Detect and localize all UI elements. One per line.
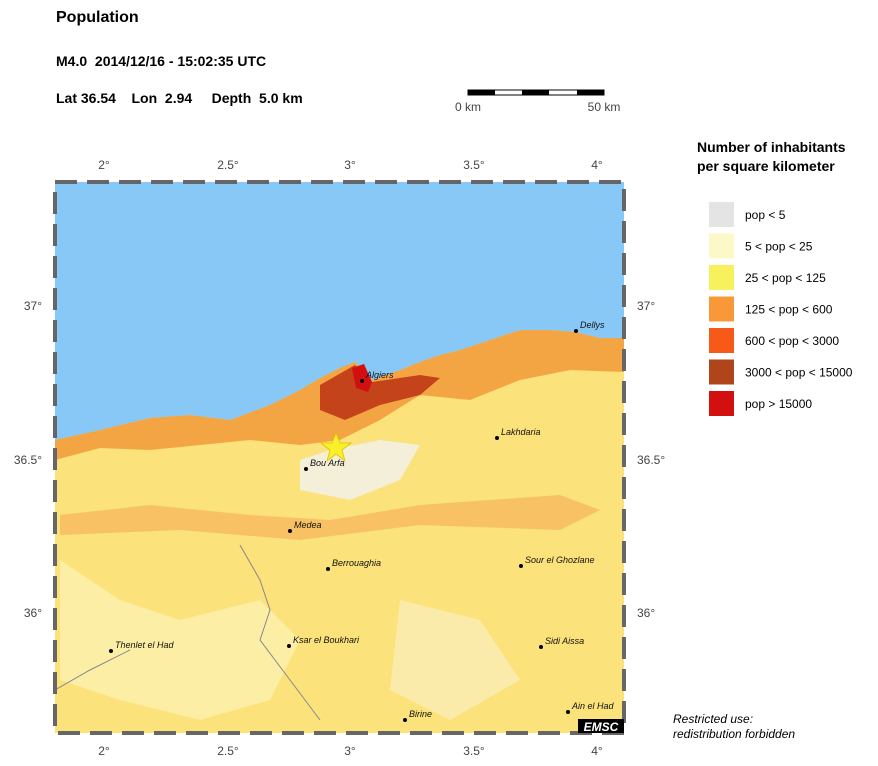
city-label: Ksar el Boukhari bbox=[293, 635, 360, 645]
lon-tick-label: 3° bbox=[344, 744, 356, 758]
legend-swatch bbox=[709, 391, 734, 416]
city-dot bbox=[109, 649, 113, 653]
legend-swatch bbox=[709, 296, 734, 322]
logo-box bbox=[578, 719, 624, 733]
legend-label: pop < 5 bbox=[745, 208, 786, 222]
city-dot bbox=[403, 718, 407, 722]
city-dot bbox=[326, 567, 330, 571]
legend-swatch bbox=[709, 328, 734, 353]
city-label: Ain el Had bbox=[571, 701, 615, 711]
map-frame bbox=[53, 180, 626, 735]
city-label: Thenlet el Had bbox=[115, 640, 175, 650]
note: redistribution forbidden bbox=[673, 727, 795, 741]
city-label: Medea bbox=[294, 520, 322, 530]
legend-swatch bbox=[709, 233, 734, 259]
lat-tick-label: 37° bbox=[637, 299, 655, 313]
location: Lat 36.54 Lon 2.94 Depth 5.0 km bbox=[56, 90, 303, 106]
lon-tick-label: 3° bbox=[344, 158, 356, 172]
legend-swatch bbox=[709, 359, 734, 385]
legend-title: per square kilometer bbox=[697, 158, 835, 174]
logo: EMSC bbox=[584, 720, 619, 734]
lon-tick-label: 2.5° bbox=[217, 158, 239, 172]
city-label: Sour el Ghozlane bbox=[525, 555, 595, 565]
event: M4.0 2014/12/16 - 15:02:35 UTC bbox=[56, 53, 266, 69]
city-dot bbox=[539, 645, 543, 649]
city-dot bbox=[304, 467, 308, 471]
city-label: Dellys bbox=[580, 320, 605, 330]
legend-swatch bbox=[709, 202, 734, 227]
city-dot bbox=[287, 644, 291, 648]
city-label: Birine bbox=[409, 709, 432, 719]
city-dot bbox=[574, 329, 578, 333]
scale-end: 50 km bbox=[588, 100, 621, 114]
city-dot bbox=[566, 710, 570, 714]
lon-tick-label: 2° bbox=[98, 158, 110, 172]
lon-tick-label: 4° bbox=[591, 158, 603, 172]
city-label: Algiers bbox=[365, 370, 394, 380]
legend-label: 600 < pop < 3000 bbox=[745, 334, 839, 348]
lon-tick-label: 2° bbox=[98, 744, 110, 758]
legend-swatch bbox=[709, 265, 734, 290]
title: Population bbox=[56, 9, 139, 26]
city-dot bbox=[360, 379, 364, 383]
legend-label: 3000 < pop < 15000 bbox=[745, 366, 853, 380]
city-dot bbox=[288, 529, 292, 533]
city-label: Bou Arfa bbox=[310, 458, 345, 468]
scale-start: 0 km bbox=[455, 100, 481, 114]
lat-tick-label: 36.5° bbox=[14, 453, 42, 467]
city-label: Lakhdaria bbox=[501, 427, 541, 437]
lat-tick-label: 36° bbox=[637, 606, 655, 620]
lon-tick-label: 3.5° bbox=[463, 158, 485, 172]
lon-tick-label: 3.5° bbox=[463, 744, 485, 758]
city-label: Berrouaghia bbox=[332, 558, 381, 568]
legend-label: 25 < pop < 125 bbox=[745, 271, 826, 285]
legend-label: 125 < pop < 600 bbox=[745, 303, 833, 317]
note: Restricted use: bbox=[673, 712, 753, 726]
legend-title: Number of inhabitants bbox=[697, 139, 846, 155]
lon-tick-label: 2.5° bbox=[217, 744, 239, 758]
city-dot bbox=[495, 436, 499, 440]
legend-label: pop > 15000 bbox=[745, 397, 812, 411]
lat-tick-label: 36.5° bbox=[637, 453, 665, 467]
city-dot bbox=[519, 564, 523, 568]
legend-label: 5 < pop < 25 bbox=[745, 240, 813, 254]
lon-tick-label: 4° bbox=[591, 744, 603, 758]
lat-tick-label: 36° bbox=[24, 606, 42, 620]
scale-bar bbox=[467, 89, 605, 96]
lat-tick-label: 37° bbox=[24, 299, 42, 313]
city-label: Sidi Aissa bbox=[545, 636, 584, 646]
epicenter bbox=[319, 431, 353, 463]
